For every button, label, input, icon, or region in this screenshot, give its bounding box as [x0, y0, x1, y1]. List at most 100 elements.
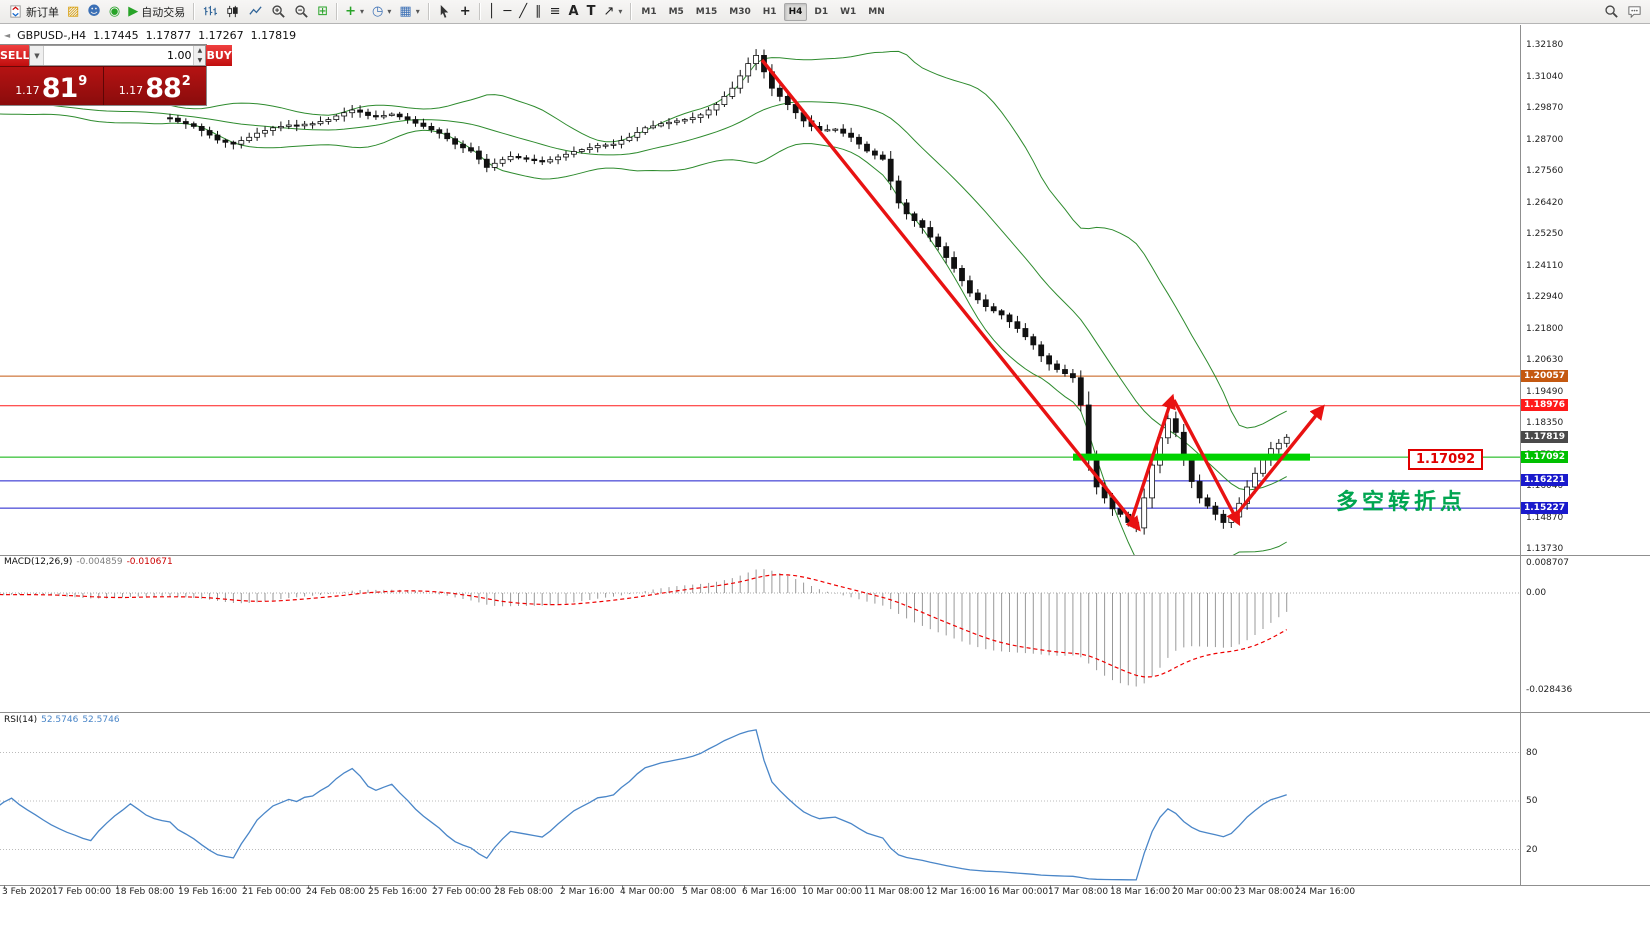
time-axis-label: 12 Mar 16:00	[926, 887, 987, 897]
line-chart-button[interactable]	[244, 2, 267, 22]
macd-label: MACD(12,26,9) -0.004859 -0.010671	[4, 557, 173, 567]
timeframe-m1-button[interactable]: M1	[641, 6, 657, 17]
equidistant-channel-button[interactable]: ∥	[531, 2, 546, 22]
chart-window: ◄ GBPUSD-,H4 1.17445 1.17877 1.17267 1.1…	[0, 25, 1650, 943]
timeframe-w1-button[interactable]: W1	[840, 6, 857, 17]
search-button[interactable]	[1600, 2, 1623, 22]
time-axis-tick	[684, 885, 685, 889]
rsi-label: RSI(14) 52.5746 52.5746	[4, 715, 120, 725]
price-axis-label: 1.24110	[1526, 260, 1564, 271]
time-axis-label: 17 Feb 00:00	[52, 887, 112, 897]
price-axis-label: 1.31040	[1526, 71, 1564, 82]
toolbar-separator	[336, 3, 338, 20]
tile-windows-button[interactable]: ⊞	[313, 2, 332, 22]
cursor-button[interactable]	[433, 2, 456, 22]
periods-button[interactable]: ◷ ▾	[368, 2, 395, 22]
cursor-icon	[437, 4, 452, 19]
timeframe-d1-button[interactable]: D1	[814, 6, 829, 17]
linechart-icon	[248, 4, 263, 19]
sell-button[interactable]: SELL	[0, 45, 30, 66]
metaeditor-button[interactable]: ▨	[63, 2, 83, 22]
price-axis-border	[1520, 25, 1521, 885]
timeframe-m15-button[interactable]: M15	[695, 6, 718, 17]
time-axis-label: 16 Mar 00:00	[988, 887, 1049, 897]
time-axis-tick	[54, 885, 55, 889]
time-axis-label: 6 Mar 16:00	[742, 887, 797, 897]
text-icon: A	[568, 4, 579, 19]
toolbar-separator	[478, 3, 480, 20]
time-axis-label: 17 Mar 08:00	[1048, 887, 1109, 897]
arrows-button[interactable]: ↗ ▾	[599, 2, 626, 22]
trendline-button[interactable]: ╱	[515, 2, 531, 22]
panel-divider[interactable]	[0, 555, 1650, 556]
new-order-button[interactable]: 新订单	[4, 2, 63, 22]
vertical-line-icon: │	[487, 4, 496, 19]
fibonacci-icon: ≡	[549, 4, 561, 19]
volume-step-down-icon[interactable]: ▼	[194, 55, 206, 65]
timeframe-h1-button[interactable]: H1	[762, 6, 777, 17]
buy-button[interactable]: BUY	[206, 45, 232, 66]
price-axis-label: 1.18350	[1526, 418, 1564, 428]
profile-button[interactable]: ☻	[83, 2, 105, 22]
price-level-badge: 1.15227	[1521, 501, 1568, 514]
buy-price-display[interactable]: 1.17 88 2	[118, 73, 191, 104]
volume-step-up-icon[interactable]: ▲	[194, 46, 206, 56]
timeframe-h4-button[interactable]: H4	[783, 2, 808, 21]
sell-price-display[interactable]: 1.17 81 9	[15, 73, 88, 104]
time-axis-label: 4 Mar 00:00	[620, 887, 675, 897]
crosshair-button[interactable]: +	[456, 2, 475, 22]
collapse-chart-icon[interactable]: ◄	[4, 31, 11, 40]
high-value: 1.17877	[145, 29, 192, 42]
price-axis-label: 1.14870	[1526, 512, 1564, 523]
macd-axis-label: 0.008707	[1526, 558, 1569, 569]
toolbar-separator	[630, 3, 632, 20]
time-axis-tick	[1236, 885, 1237, 889]
zoomout-icon	[294, 4, 309, 19]
new-order-button-label: 新订单	[26, 5, 59, 19]
price-axis-label: 1.27560	[1526, 166, 1564, 176]
zoomin-icon	[271, 4, 286, 19]
panel-divider[interactable]	[0, 712, 1650, 713]
text-label-button[interactable]: T	[583, 2, 600, 22]
time-axis-tick	[1112, 885, 1113, 889]
price-axis-label: 1.26420	[1526, 197, 1564, 208]
horizontal-line-icon: ─	[503, 4, 512, 19]
price-chart[interactable]	[0, 25, 1520, 555]
price-axis-label: 1.28700	[1526, 134, 1564, 145]
templates-button[interactable]: ▦ ▾	[395, 2, 423, 22]
time-axis-tick	[622, 885, 623, 889]
macd-indicator-panel[interactable]	[0, 556, 1520, 712]
autotrading-button[interactable]: ▶ 自动交易	[124, 2, 189, 22]
zoom-out-button[interactable]	[290, 2, 313, 22]
volume-input[interactable]	[44, 46, 194, 65]
chat-button[interactable]	[1623, 2, 1646, 22]
volume-dropdown-icon[interactable]: ▼	[30, 46, 45, 65]
price-axis-label: 1.29870	[1526, 103, 1564, 113]
rsi-indicator-panel[interactable]	[0, 713, 1520, 885]
horizontal-line-button[interactable]: ─	[499, 2, 515, 22]
timeframe-m5-button[interactable]: M5	[668, 6, 684, 17]
bar-chart-button[interactable]	[198, 2, 221, 22]
price-level-badge: 1.17819	[1521, 430, 1568, 443]
timeframe-mn-button[interactable]: MN	[868, 6, 885, 17]
price-axis-label: 1.22940	[1526, 292, 1564, 302]
toolbar-separator	[427, 3, 429, 20]
volume-stepper[interactable]: ▲ ▼	[193, 46, 206, 65]
periods-icon: ◷	[372, 4, 384, 19]
text-button[interactable]: A	[565, 2, 583, 22]
time-axis-label: 5 Mar 08:00	[682, 887, 737, 897]
autotrading-icon: ▶	[128, 4, 139, 19]
indicators-button[interactable]: + ▾	[341, 2, 368, 22]
neworder-icon	[8, 4, 23, 19]
price-axis-label: 1.32180	[1526, 40, 1564, 50]
fibonacci-button[interactable]: ≡	[546, 2, 565, 22]
vertical-line-button[interactable]: │	[484, 2, 500, 22]
timeframe-m30-button[interactable]: M30	[729, 6, 751, 17]
crosshair-icon: +	[459, 4, 471, 19]
zoom-in-button[interactable]	[267, 2, 290, 22]
community-button[interactable]: ◉	[105, 2, 124, 22]
price-callout[interactable]: 1.17092	[1408, 449, 1484, 470]
turning-point-annotation[interactable]: 多空转折点	[1336, 490, 1467, 515]
open-value: 1.17445	[93, 29, 139, 42]
candlestick-chart-button[interactable]	[221, 2, 244, 22]
